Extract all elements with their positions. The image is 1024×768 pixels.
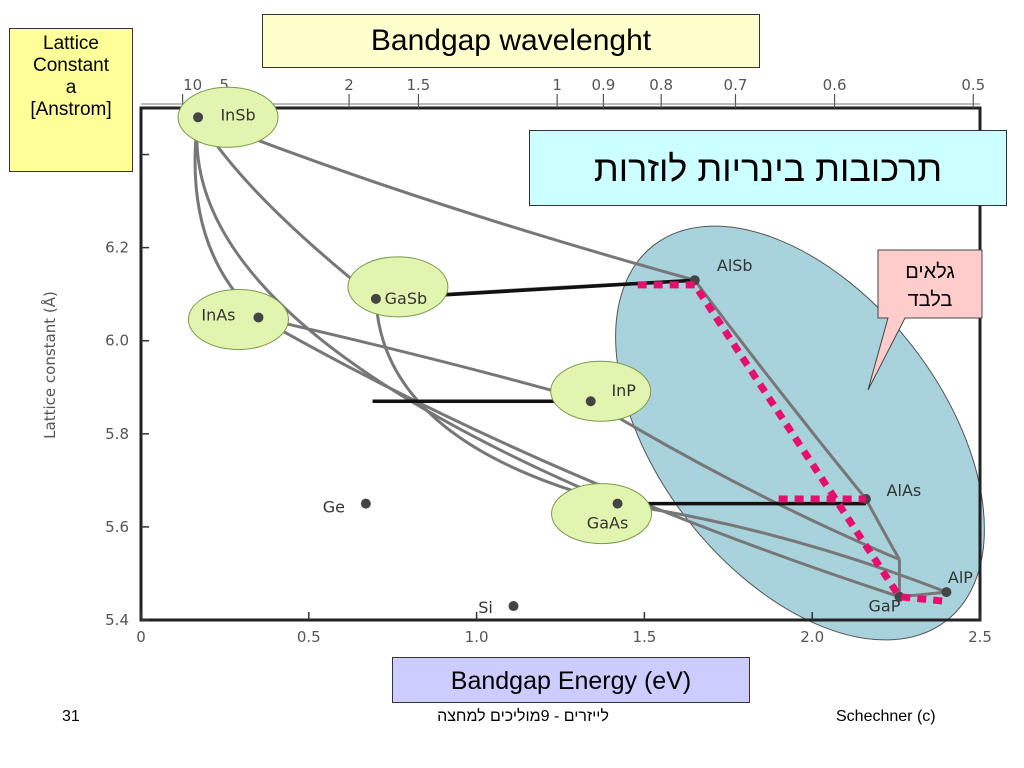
y-tick-label: 6.0 — [105, 332, 129, 350]
point-gaas — [612, 498, 623, 509]
top-tick-label: 0.6 — [823, 76, 847, 94]
dashed-path-alsb-alp — [637, 281, 947, 605]
top-tick-label: 1.5 — [406, 76, 430, 94]
top-tick-label: 0.5 — [961, 76, 985, 94]
y-tick-label: 5.4 — [105, 611, 129, 629]
point-ge — [360, 498, 371, 509]
top-tick-label: 5 — [219, 76, 229, 94]
ternary-curve — [258, 315, 592, 403]
x-tick-label: 0.5 — [297, 628, 321, 646]
point-inas — [253, 312, 264, 323]
lattice-constant-label-box: Lattice Constant a [Anstrom] — [9, 28, 133, 172]
plot-frame — [139, 106, 982, 622]
lattice-line-1: Lattice — [43, 33, 99, 54]
lattice-line-3: a — [65, 77, 77, 98]
label-alsb: AlSb — [717, 256, 753, 275]
slide-number: 31 — [62, 708, 80, 725]
point-alp — [941, 587, 952, 598]
highlight-gaas — [551, 483, 653, 545]
callout-line-1: גלאים — [905, 261, 955, 283]
ternary-curve — [195, 117, 619, 506]
ternary-curve — [617, 502, 947, 594]
callout-line-2: בלבד — [908, 289, 953, 311]
y-axis-label: Lattice constant (Å) — [40, 291, 59, 439]
lattice-line-4: [Anstrom] — [30, 99, 112, 120]
label-gap: GaP — [869, 597, 901, 616]
ternary-curve — [693, 279, 868, 500]
top-tick-label: 0.7 — [724, 76, 748, 94]
footer-copyright: Schechner (c) — [836, 708, 936, 725]
label-si: Si — [478, 598, 493, 617]
highlight-inas — [187, 288, 289, 350]
top-tick-label: 1 — [552, 76, 562, 94]
label-inas: InAs — [201, 305, 235, 324]
y-tick-label: 5.6 — [105, 518, 129, 536]
label-inp: InP — [611, 381, 636, 400]
label-insb: InSb — [220, 105, 255, 124]
top-tick-label: 2 — [344, 76, 354, 94]
bandgap-wavelength-title: Bandgap wavelenght — [262, 14, 760, 68]
label-alas: AlAs — [887, 481, 922, 500]
x-tick-label: 1.5 — [632, 628, 656, 646]
highlight-insb — [177, 86, 279, 148]
y-tick-label: 6.2 — [105, 239, 129, 257]
highlight-ellipse — [615, 225, 985, 641]
x-tick-label: 2.5 — [968, 628, 992, 646]
point-insb — [193, 112, 204, 123]
label-ge: Ge — [323, 498, 345, 517]
label-gasb: GaSb — [385, 289, 428, 308]
point-gasb — [370, 293, 381, 304]
lattice-line-2: Constant — [32, 55, 110, 76]
top-tick-label: 0.8 — [649, 76, 673, 94]
y-tick-label: 5.8 — [105, 425, 129, 443]
point-si — [508, 601, 519, 612]
point-inp — [585, 396, 596, 407]
x-tick-label: 1.0 — [465, 628, 489, 646]
ternary-curve — [374, 298, 618, 506]
bandgap-energy-label: Bandgap Energy (eV) — [392, 657, 750, 703]
x-tick-label: 0 — [136, 628, 146, 646]
ternary-curve — [589, 399, 901, 561]
x-tick-label: 2.0 — [800, 628, 824, 646]
top-tick-label: 10 — [183, 76, 202, 94]
label-alp: AlP — [948, 568, 973, 587]
ternary-curve — [257, 316, 900, 599]
hebrew-heading: תרכובות בינריות לוזרות — [529, 130, 1007, 206]
callout-bubble — [867, 249, 983, 391]
footer-center-text: לייזרים - 9מוליכים למחצה — [437, 708, 609, 725]
highlight-inp — [550, 360, 652, 422]
label-gaas: GaAs — [587, 514, 628, 533]
ternary-curve — [864, 498, 901, 561]
top-tick-label: 0.9 — [591, 76, 615, 94]
